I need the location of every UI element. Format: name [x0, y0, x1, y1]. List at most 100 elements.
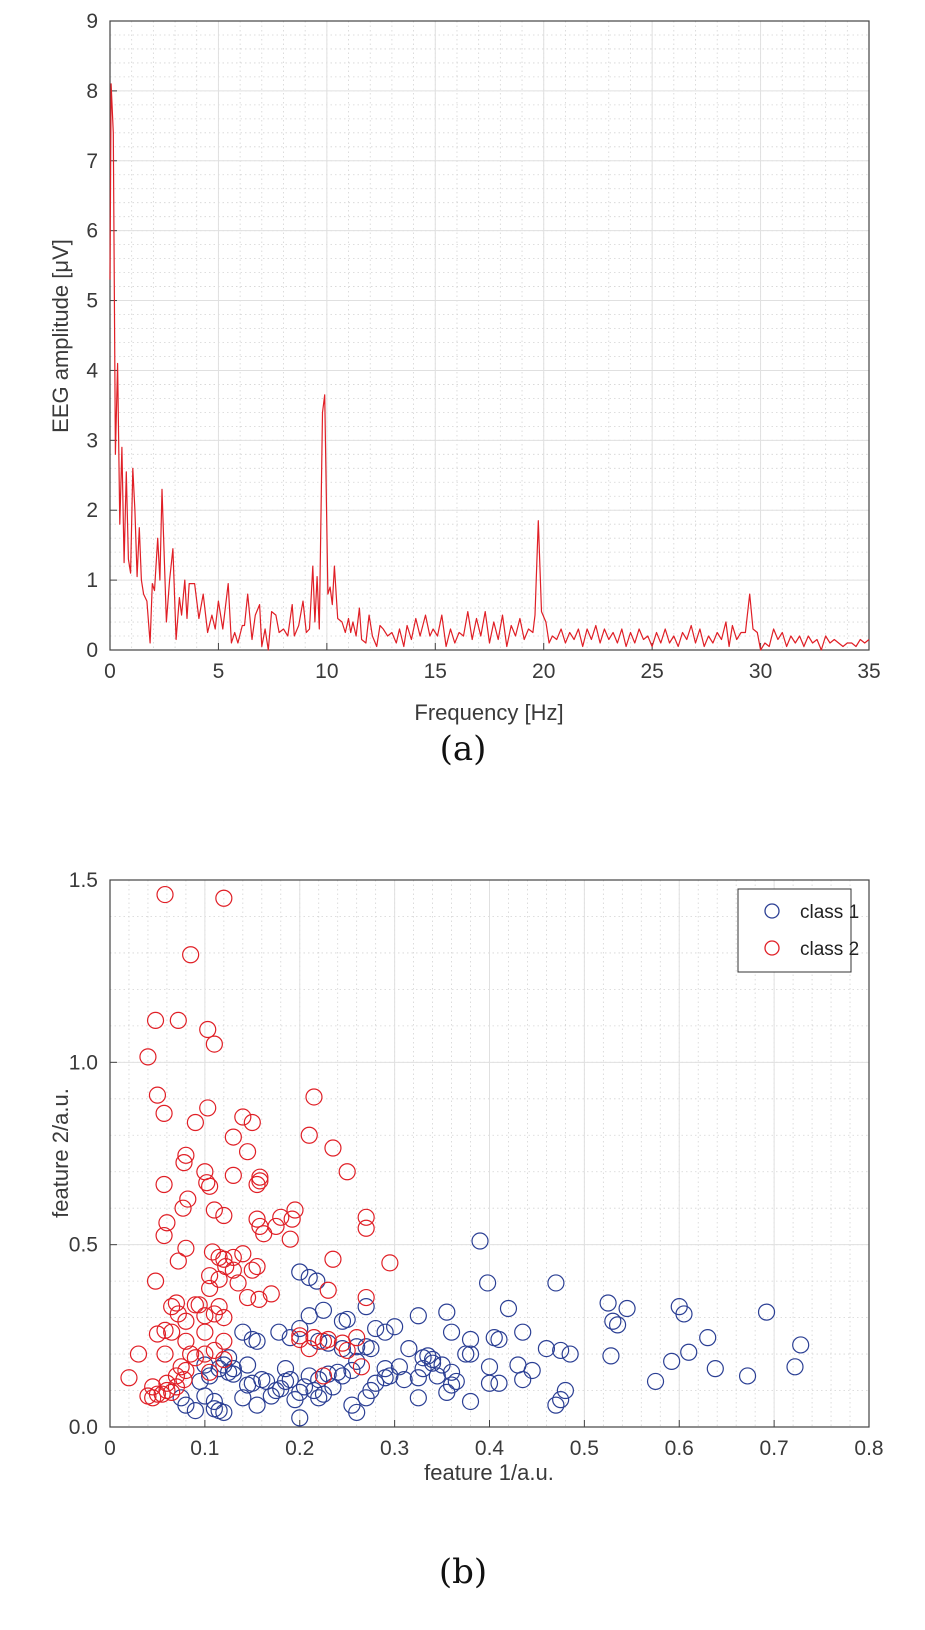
scatter-point-class-1	[556, 1381, 575, 1400]
scatter-point-class-1	[201, 1367, 219, 1385]
scatter-point-class-1	[376, 1360, 394, 1378]
scatter-point-class-1	[276, 1360, 295, 1378]
scatter-point-class-1	[177, 1396, 195, 1414]
scatter-point-class-2	[224, 1261, 242, 1279]
scatter-point-class-1	[457, 1345, 475, 1363]
scatter-point-class-2	[224, 1166, 242, 1184]
scatter-point-class-2	[163, 1298, 181, 1316]
scatter-point-class-2	[201, 1363, 219, 1381]
scatter-point-class-1	[333, 1367, 352, 1385]
chart-a-caption: (a)	[440, 729, 487, 769]
chart-b-xlabel: feature 1/a.u.	[424, 1460, 554, 1485]
scatter-point-class-1	[414, 1360, 432, 1378]
scatter-point-class-1	[514, 1323, 532, 1341]
scatter-point-class-1	[348, 1338, 366, 1356]
scatter-point-class-2	[314, 1367, 333, 1385]
scatter-point-class-2	[177, 1312, 195, 1330]
scatter-point-class-2	[210, 1270, 228, 1288]
scatter-point-class-1	[362, 1339, 380, 1358]
scatter-point-class-2	[199, 1020, 217, 1039]
scatter-point-class-1	[490, 1330, 508, 1349]
scatter-point-class-1	[381, 1367, 399, 1385]
scatter-point-class-2	[186, 1349, 204, 1367]
scatter-point-class-1	[552, 1391, 570, 1409]
scatter-point-class-1	[390, 1358, 408, 1376]
chart-a-xtick-label: 0	[104, 660, 116, 683]
scatter-point-class-1	[343, 1396, 361, 1414]
chart-b-xtick-label: 0	[104, 1437, 116, 1460]
scatter-point-class-2	[215, 1206, 233, 1225]
scatter-point-class-2	[198, 1174, 216, 1192]
chart-a-xlabel: Frequency [Hz]	[414, 700, 563, 725]
scatter-point-class-2	[203, 1243, 222, 1261]
scatter-point-class-2	[186, 1113, 204, 1132]
scatter-point-class-1	[442, 1363, 461, 1381]
chart-b-xtick-label: 0.1	[190, 1437, 219, 1460]
scatter-point-class-1	[343, 1361, 361, 1380]
chart-b-axes-box	[109, 879, 870, 1428]
scatter-point-class-1	[234, 1389, 252, 1407]
scatter-point-class-1	[357, 1389, 375, 1407]
scatter-point-class-2	[324, 1250, 342, 1268]
scatter-point-class-2	[148, 1385, 167, 1403]
scatter-point-class-2	[291, 1330, 309, 1349]
scatter-point-class-1	[409, 1369, 427, 1387]
scatter-point-class-1	[438, 1303, 456, 1321]
scatter-point-class-2	[267, 1217, 285, 1236]
chart-a-ytick-label: 6	[86, 220, 98, 243]
scatter-point-class-1	[537, 1339, 556, 1358]
scatter-point-class-2	[156, 1321, 174, 1339]
scatter-point-class-2	[156, 1345, 174, 1363]
scatter-point-class-1	[509, 1356, 527, 1374]
chart-a-xtick-label: 25	[640, 660, 663, 683]
scatter-point-class-2	[248, 1175, 266, 1194]
scatter-point-class-1	[414, 1349, 432, 1367]
chart-a-ytick-label: 0	[86, 639, 98, 662]
scatter-point-class-1	[706, 1360, 724, 1378]
legend: class 1 class 2	[737, 888, 859, 973]
chart-a-ytick-label: 8	[86, 80, 98, 103]
scatter-point-class-2	[338, 1163, 356, 1181]
scatter-point-class-1	[291, 1263, 309, 1281]
scatter-point-class-1	[329, 1363, 347, 1381]
scatter-point-class-2	[357, 1288, 375, 1307]
scatter-point-class-2	[224, 1128, 242, 1146]
chart-b-xtick-label: 0.3	[380, 1437, 409, 1460]
scatter-point-class-1	[243, 1330, 261, 1349]
scatter-point-class-2	[175, 1154, 193, 1172]
scatter-point-class-1	[395, 1370, 413, 1389]
scatter-point-class-1	[238, 1356, 257, 1374]
scatter-point-class-2	[251, 1172, 269, 1190]
chart-b-xtick-label: 0.6	[665, 1437, 694, 1460]
scatter-point-class-2	[205, 1201, 223, 1219]
scatter-point-class-2	[146, 1011, 165, 1029]
scatter-point-class-1	[738, 1367, 757, 1385]
scatter-point-class-1	[400, 1339, 418, 1358]
scatter-point-class-1	[215, 1403, 233, 1422]
scatter-point-class-2	[177, 1239, 195, 1257]
scatter-point-class-2	[229, 1274, 247, 1292]
scatter-point-class-1	[367, 1374, 385, 1392]
scatter-point-class-1	[663, 1352, 681, 1370]
chart-a-xtick-label: 35	[857, 660, 880, 683]
chart-b-xtick-label: 0.2	[285, 1437, 314, 1460]
chart-a-xtick-label: 5	[213, 660, 225, 683]
chart-b-xtick-label: 0.8	[854, 1437, 883, 1460]
scatter-point-class-1	[224, 1360, 242, 1378]
scatter-point-class-2	[262, 1285, 280, 1303]
chart-b-ytick-label: 0.5	[69, 1234, 98, 1257]
scatter-point-class-2	[238, 1143, 257, 1161]
chart-a-ytick-label: 3	[86, 429, 98, 452]
chart-a-xtick-label: 15	[424, 660, 447, 683]
scatter-point-class-2	[190, 1296, 208, 1314]
scatter-point-class-1	[248, 1396, 266, 1414]
scatter-point-class-1	[310, 1370, 328, 1389]
scatter-point-class-2	[182, 946, 200, 964]
scatter-point-class-2	[215, 1350, 233, 1369]
scatter-point-class-2	[291, 1327, 309, 1345]
scatter-point-class-2	[196, 1323, 214, 1341]
scatter-point-class-1	[552, 1341, 570, 1360]
scatter-point-class-2	[283, 1210, 301, 1228]
chart-b-xtick-label: 0.4	[475, 1437, 505, 1460]
chart-b-ytick-label: 1.0	[69, 1051, 98, 1074]
